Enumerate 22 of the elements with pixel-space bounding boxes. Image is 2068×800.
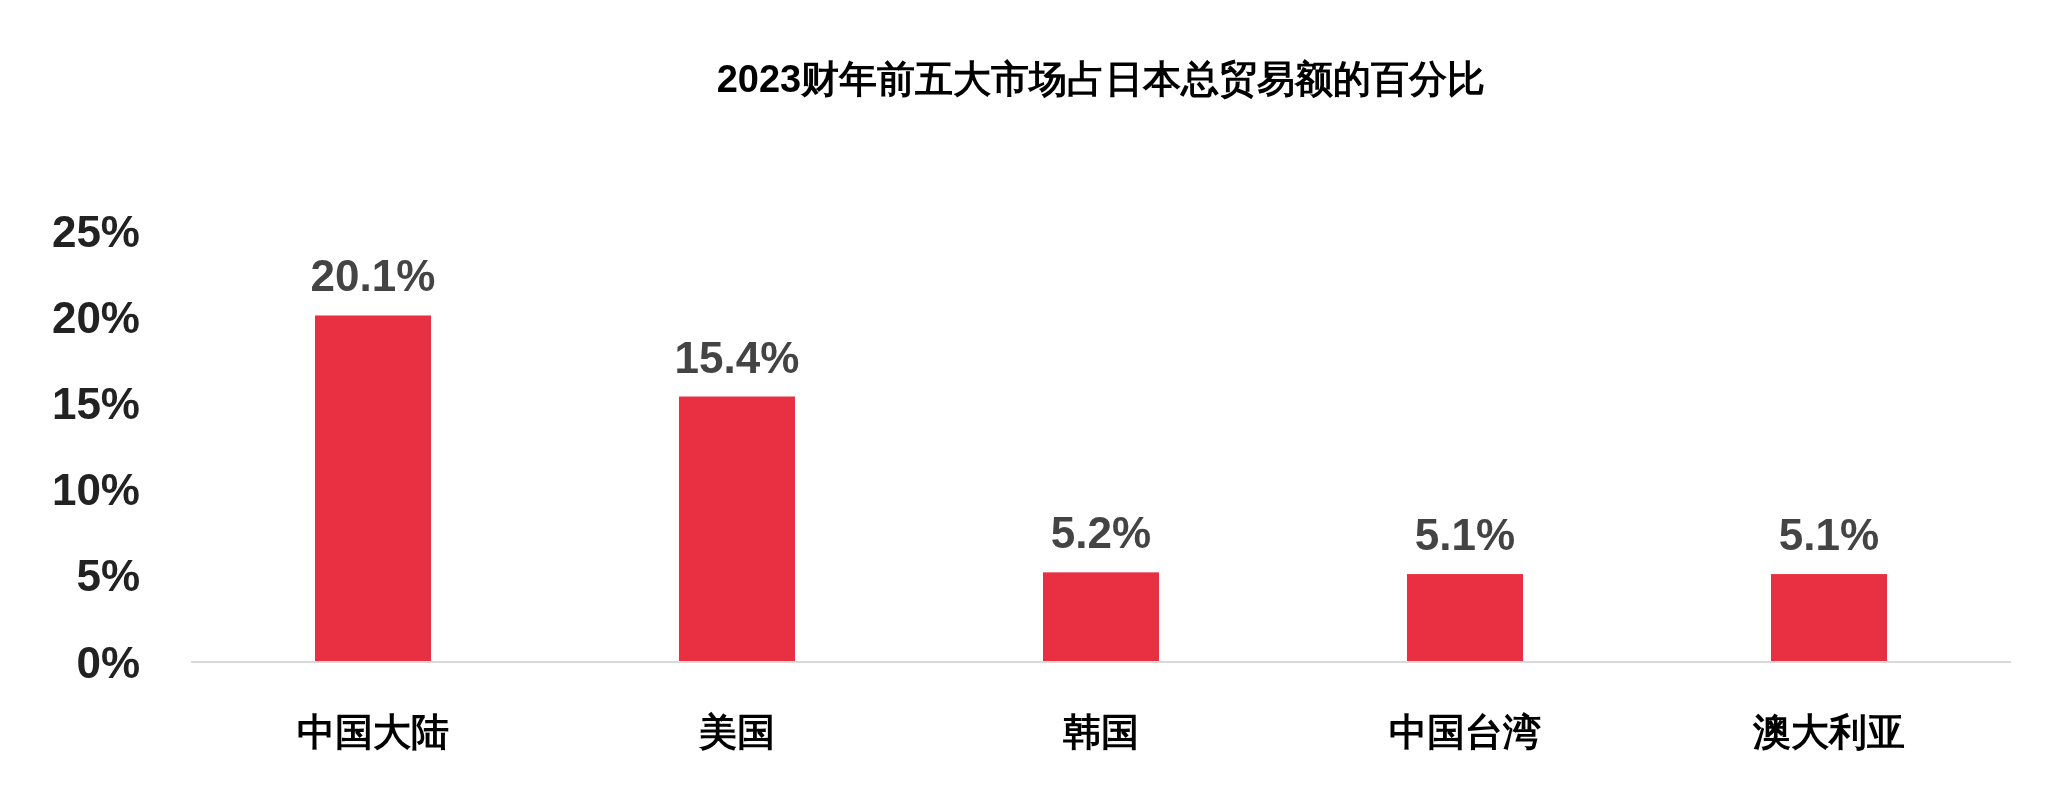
x-tick-label: 澳大利亚 <box>1752 711 1905 753</box>
x-tick-label: 中国大陆 <box>297 711 449 753</box>
y-tick-label: 20% <box>51 292 140 342</box>
data-label: 15.4% <box>674 332 800 382</box>
bar <box>1407 574 1523 662</box>
bar <box>1043 572 1159 662</box>
data-label: 5.2% <box>1050 508 1152 558</box>
bar <box>679 396 795 662</box>
y-tick-label: 10% <box>51 465 140 515</box>
bar <box>315 315 431 662</box>
chart-title: 2023财年前五大市场占日本总贸易额的百分比 <box>716 58 1486 100</box>
x-tick-label: 中国台湾 <box>1389 711 1541 753</box>
x-tick-label: 韩国 <box>1062 711 1139 753</box>
y-tick-label: 15% <box>51 378 140 428</box>
x-tick-label: 美国 <box>698 711 775 753</box>
y-tick-label: 0% <box>76 637 140 687</box>
y-tick-label: 25% <box>51 206 140 256</box>
data-label: 20.1% <box>310 251 436 301</box>
bar <box>1771 574 1887 662</box>
y-tick-label: 5% <box>76 551 140 601</box>
data-label: 5.1% <box>1778 510 1880 560</box>
data-label: 5.1% <box>1414 510 1516 560</box>
